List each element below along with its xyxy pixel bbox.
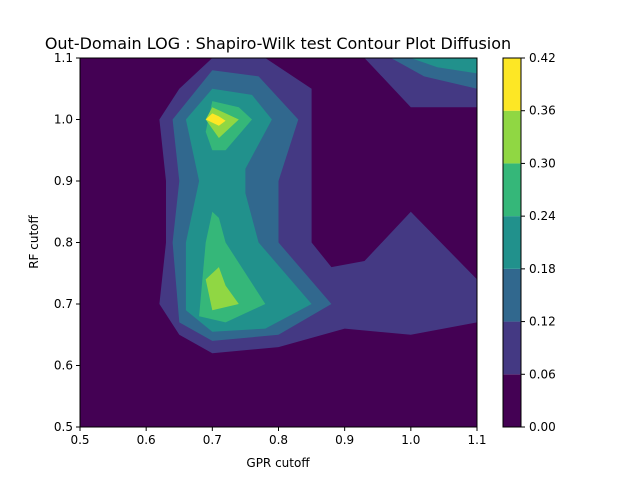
y-tick-label: 0.8: [54, 236, 73, 250]
colorbar-segment-5: [503, 110, 521, 164]
x-tick-label: 0.6: [137, 433, 156, 447]
colorbar-tick-label: 0.06: [529, 367, 556, 381]
contour-regions: [159, 58, 477, 354]
contour-level-3-region-1: [410, 58, 477, 74]
colorbar-tick-label: 0.12: [529, 315, 556, 329]
y-axis-ticks: 0.5 0.6 0.7 0.8 0.9 1.0 1.1: [54, 51, 80, 434]
x-tick-label: 0.7: [203, 433, 222, 447]
colorbar-segment-6: [503, 58, 521, 111]
y-axis-label: RF cutoff: [27, 214, 41, 268]
x-axis-label: GPR cutoff: [246, 456, 310, 470]
colorbar-segment-2: [503, 268, 521, 322]
x-tick-label: 0.9: [335, 433, 354, 447]
colorbar-tick-label: 0.42: [529, 51, 556, 65]
contour-level-6-region-0: [205, 113, 226, 126]
x-tick-label: 0.8: [269, 433, 288, 447]
x-tick-label: 1.1: [467, 433, 486, 447]
contour-level-5-region-1: [205, 267, 239, 311]
x-axis-ticks: 0.5 0.6 0.7 0.8 0.9 1.0 1.1: [70, 427, 487, 447]
chart-title: Out-Domain LOG : Shapiro-Wilk test Conto…: [45, 34, 511, 53]
colorbar-tick-label: 0.24: [529, 209, 556, 223]
colorbar-segment-1: [503, 321, 521, 375]
colorbar-tick-label: 0.18: [529, 262, 556, 276]
x-tick-label: 0.5: [70, 433, 89, 447]
colorbar-frame: [502, 57, 522, 428]
colorbar-tick-label: 0.30: [529, 156, 556, 170]
colorbar-tick-label: 0.36: [529, 104, 556, 118]
colorbar: 0.00 0.06 0.12 0.18 0.24 0.30 0.36 0.42: [502, 51, 556, 434]
colorbar-tick-label: 0.00: [529, 420, 556, 434]
colorbar-segment-4: [503, 163, 521, 217]
colorbar-segment-3: [503, 216, 521, 269]
colorbar-segment-0: [503, 374, 521, 427]
y-tick-label: 1.0: [54, 113, 73, 127]
y-tick-label: 1.1: [54, 51, 73, 65]
x-tick-label: 1.0: [401, 433, 420, 447]
y-tick-label: 0.6: [54, 359, 73, 373]
y-tick-label: 0.9: [54, 174, 73, 188]
y-tick-label: 0.5: [54, 420, 73, 434]
y-tick-label: 0.7: [54, 297, 73, 311]
